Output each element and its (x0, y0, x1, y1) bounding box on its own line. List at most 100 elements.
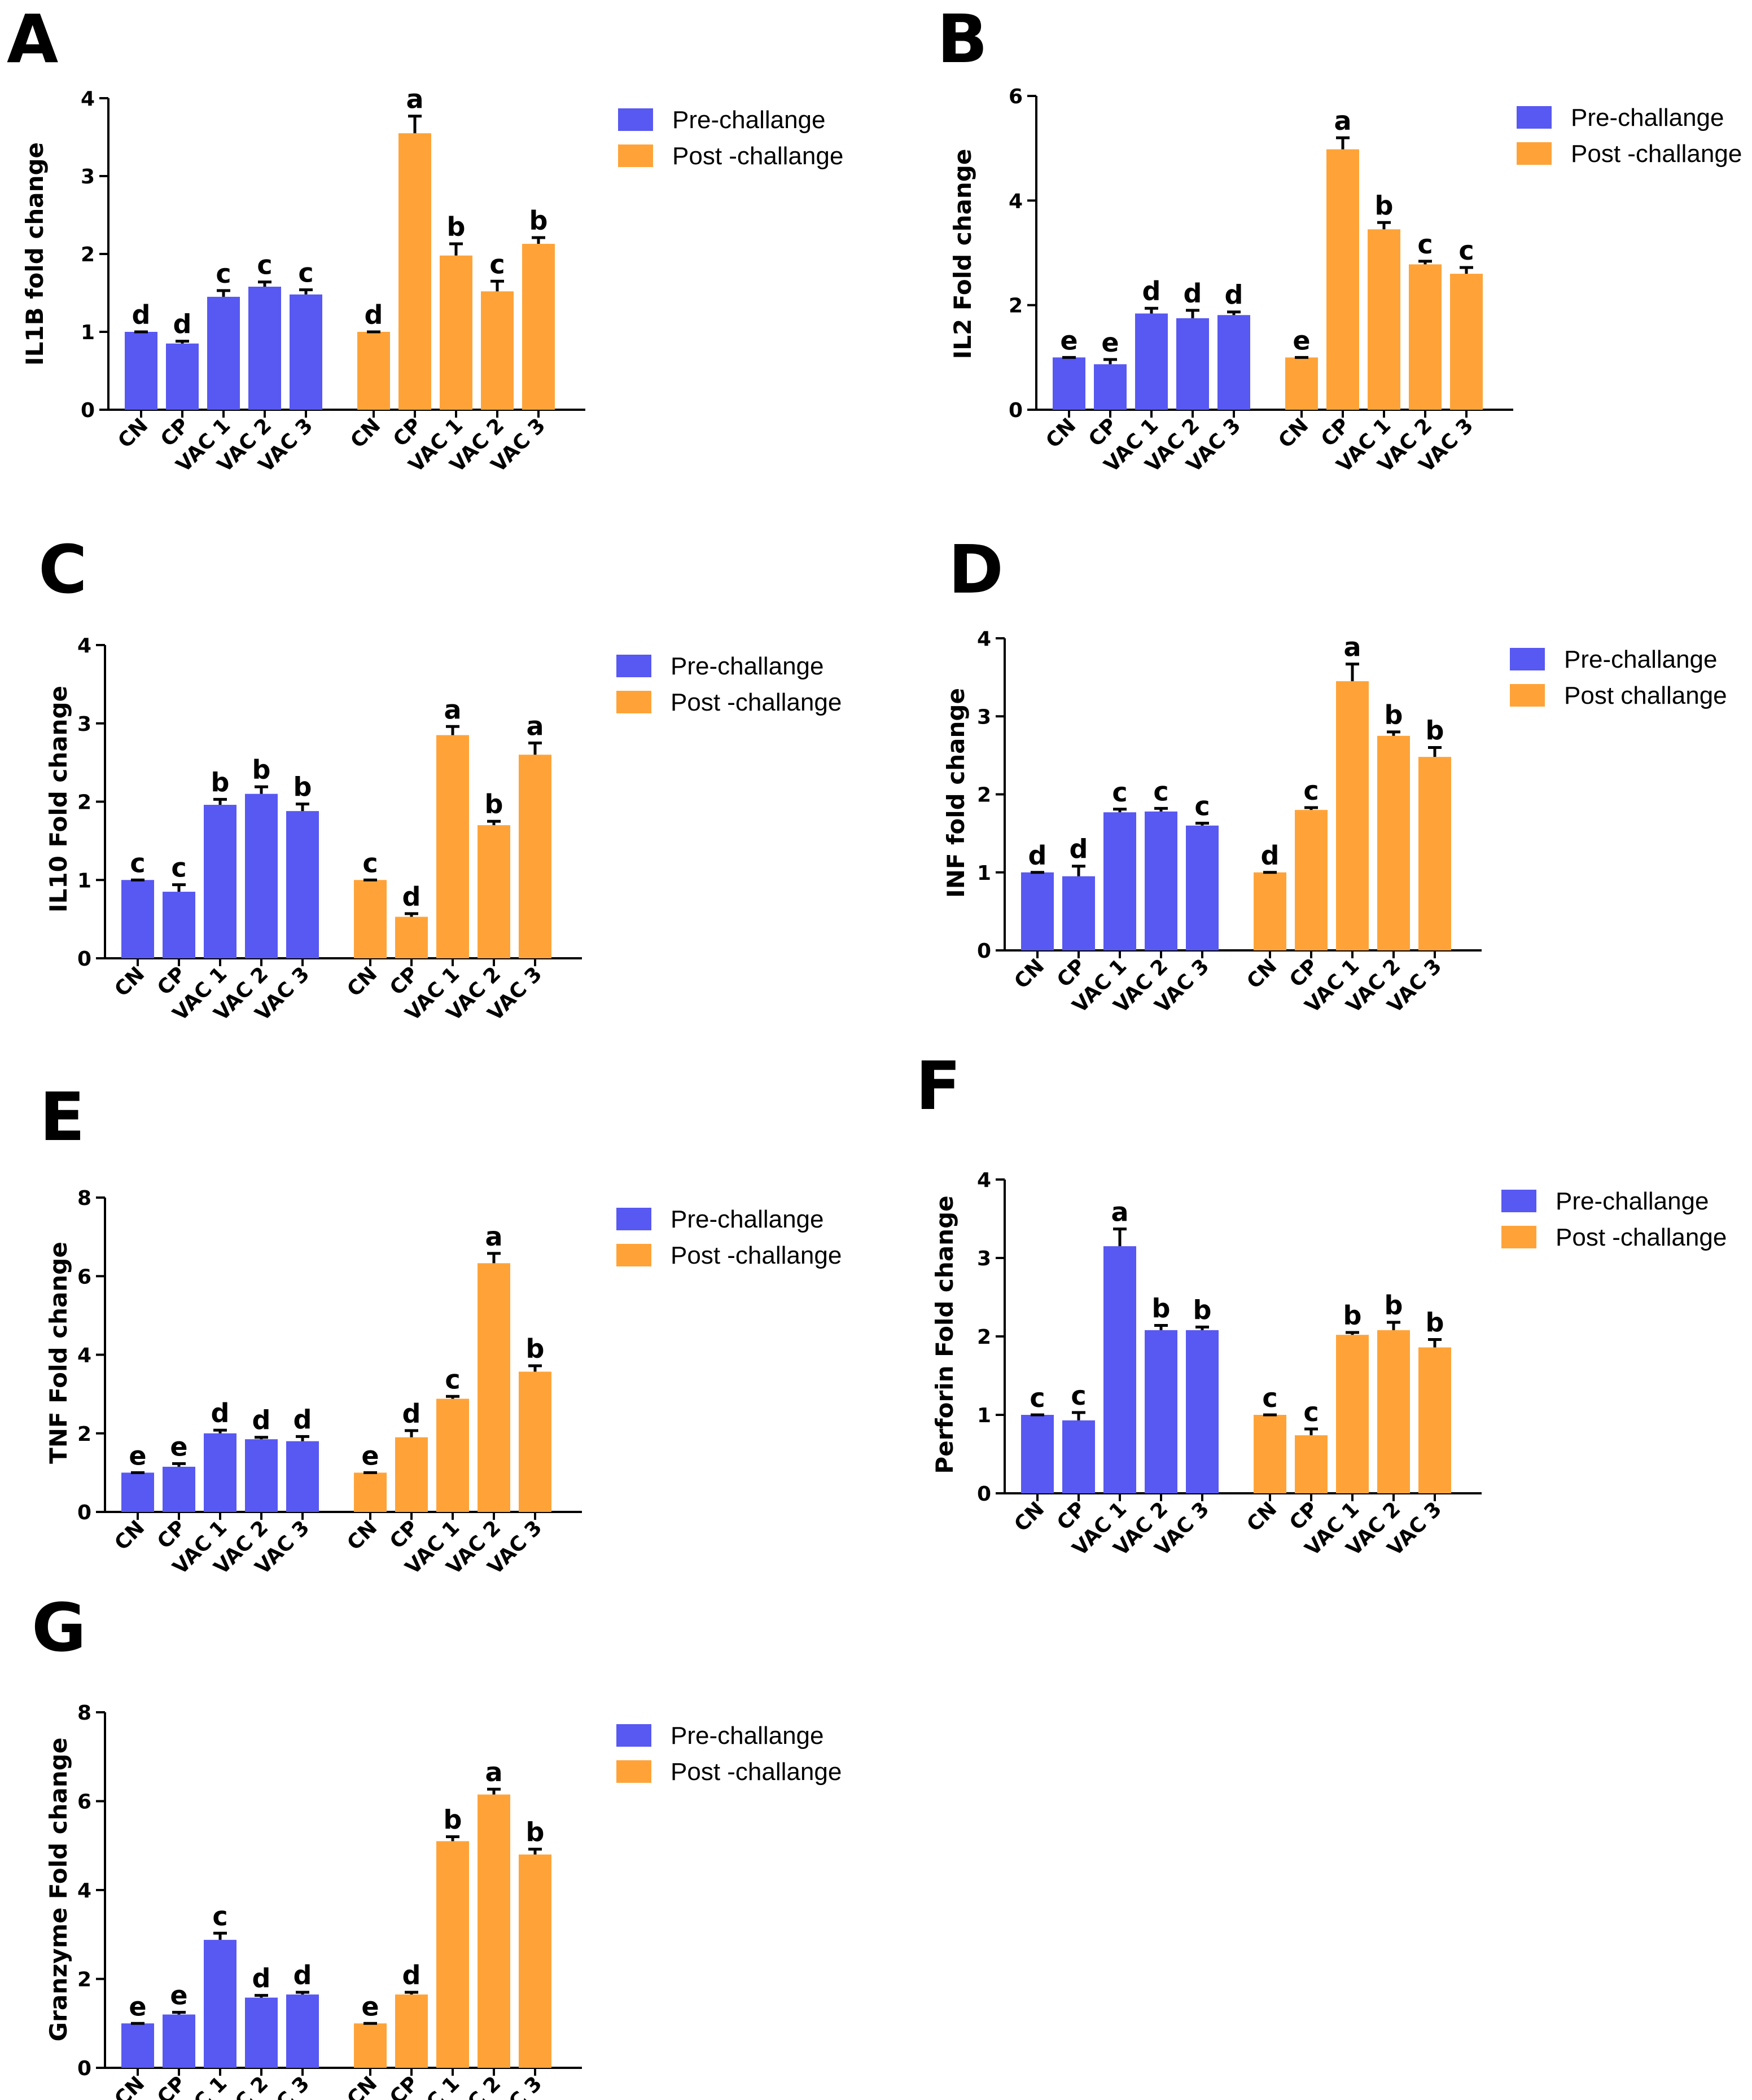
significance-letter: c (257, 250, 272, 280)
bar-post (1418, 757, 1451, 950)
significance-letter: b (526, 1334, 545, 1364)
y-axis-label: IL10 Fold change (45, 686, 72, 913)
bar-pre (121, 2023, 154, 2068)
y-tick-label: 4 (1009, 190, 1023, 213)
bar-pre (286, 1994, 319, 2068)
bar-pre (245, 1439, 278, 1512)
significance-letter: b (529, 205, 548, 236)
x-tick-label: CN (110, 1516, 149, 1555)
bar-pre (290, 294, 322, 410)
bar-post (1295, 1435, 1328, 1493)
bar-pre (121, 880, 154, 958)
bar-pre (1176, 318, 1209, 410)
x-tick-label: CN (113, 414, 152, 453)
bar-post (1368, 229, 1400, 410)
x-tick-label: CN (1041, 414, 1080, 453)
legend-label: Post -challange (671, 1758, 842, 1786)
bar-post (1377, 735, 1410, 950)
significance-letter: c (216, 258, 231, 289)
significance-letter: c (1071, 1380, 1086, 1411)
bar-pre (245, 1997, 278, 2068)
bar-pre (163, 2014, 195, 2068)
bar-pre (204, 1940, 236, 2068)
x-tick-label: CN (1242, 954, 1281, 993)
y-tick-label: 1 (977, 862, 991, 885)
y-tick-label: 3 (977, 705, 991, 729)
y-tick-label: 0 (977, 940, 991, 963)
y-tick-label: 8 (77, 1702, 91, 1725)
y-tick-label: 2 (81, 243, 95, 266)
bar-post (1418, 1347, 1451, 1493)
panel-letter: E (40, 1078, 85, 1156)
bar-pre (248, 286, 281, 410)
y-tick-label: 4 (77, 634, 91, 657)
significance-letter: b (1375, 190, 1394, 221)
significance-letter: b (1193, 1295, 1212, 1325)
x-tick-label: CN (110, 962, 149, 1001)
bar-pre (1145, 1330, 1177, 1493)
significance-letter: e (1060, 325, 1078, 356)
y-tick-label: 0 (1009, 399, 1023, 422)
significance-letter: c (130, 848, 145, 878)
bar-post (1450, 274, 1483, 410)
bar-pre (245, 793, 278, 958)
bar-post (519, 755, 551, 958)
significance-letter: d (294, 1960, 312, 1991)
bar-pre (1021, 872, 1054, 950)
bar-pre (1145, 811, 1177, 950)
y-tick-label: 0 (81, 399, 95, 422)
x-tick-label: CN (110, 2072, 149, 2100)
bar-post (1285, 357, 1318, 410)
legend-swatch (1510, 648, 1545, 670)
significance-letter: c (489, 249, 505, 279)
significance-letter: b (1343, 1300, 1362, 1331)
bar-pre (1103, 812, 1136, 950)
significance-letter: c (298, 257, 313, 288)
significance-letter: b (1152, 1294, 1171, 1324)
y-tick-label: 1 (77, 869, 91, 892)
legend-label: Pre-challange (671, 652, 824, 680)
significance-letter: b (211, 767, 230, 797)
significance-letter: c (1194, 791, 1210, 822)
significance-letter: c (171, 853, 186, 883)
legend-swatch (618, 144, 653, 167)
panel-letter: C (38, 531, 87, 608)
legend-label: Pre-challange (1556, 1187, 1709, 1215)
significance-letter: e (1293, 325, 1310, 356)
bar-pre (286, 811, 319, 958)
legend-swatch (1501, 1226, 1536, 1248)
significance-letter: c (1417, 229, 1433, 260)
bar-pre (1053, 357, 1085, 410)
significance-letter: d (402, 1398, 421, 1429)
y-tick-label: 2 (77, 1969, 91, 1992)
legend-swatch (616, 1244, 651, 1266)
bar-post (1336, 681, 1369, 950)
bar-post (354, 2023, 387, 2068)
significance-letter: b (1426, 716, 1444, 746)
significance-letter: a (485, 1757, 502, 1787)
y-tick-label: 2 (977, 1326, 991, 1349)
significance-letter: b (444, 1805, 462, 1835)
y-tick-label: 0 (77, 2057, 91, 2080)
y-tick-label: 1 (81, 321, 95, 344)
bar-post (1254, 872, 1286, 950)
significance-letter: e (129, 1440, 146, 1471)
significance-letter: b (252, 755, 271, 785)
significance-letter: d (1070, 834, 1088, 865)
y-tick-label: 2 (1009, 295, 1023, 318)
bar-pre (125, 332, 157, 410)
legend-label: Post -challange (672, 142, 843, 170)
significance-letter: a (1111, 1197, 1128, 1227)
bar-pre (204, 805, 236, 958)
significance-letter: b (485, 789, 503, 819)
bar-post (1409, 264, 1442, 410)
significance-letter: d (211, 1398, 230, 1428)
bar-post (519, 1371, 551, 1512)
bar-post (436, 1841, 469, 2068)
y-axis-label: TNF Fold change (45, 1242, 72, 1464)
significance-letter: a (526, 711, 544, 741)
